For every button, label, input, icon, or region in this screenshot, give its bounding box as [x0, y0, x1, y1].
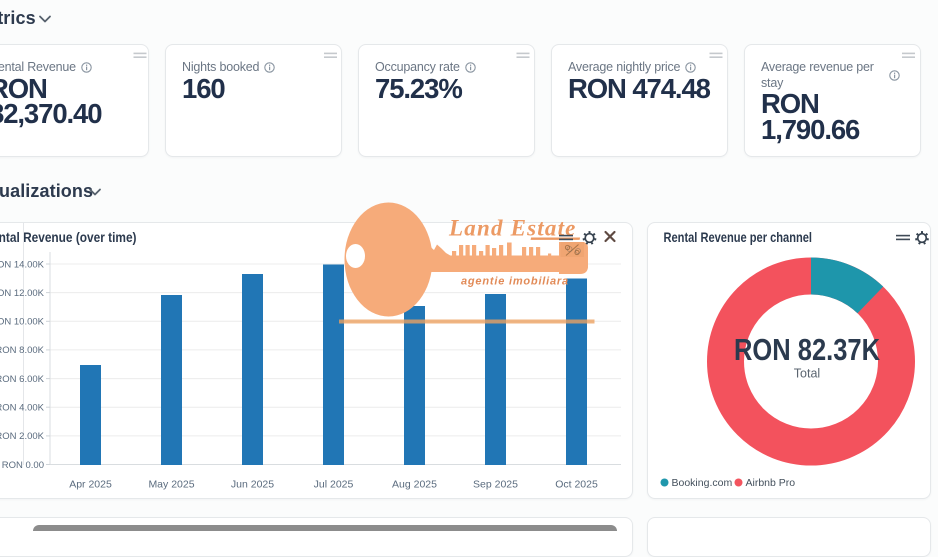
- svg-text:RON 10.00K: RON 10.00K: [0, 317, 45, 328]
- svg-text:Oct 2025: Oct 2025: [555, 479, 598, 491]
- svg-text:Total: Total: [794, 367, 820, 381]
- svg-text:Rental Revenue (over time): Rental Revenue (over time): [0, 229, 137, 245]
- svg-text:agentie imobiliara: agentie imobiliara: [461, 276, 569, 288]
- svg-text:Rental Revenue per channel: Rental Revenue per channel: [664, 229, 813, 245]
- svg-text:Jul 2025: Jul 2025: [314, 479, 354, 491]
- svg-text:RON 12.00K: RON 12.00K: [0, 288, 45, 299]
- svg-text:RON 82.37K: RON 82.37K: [734, 332, 880, 367]
- svg-text:RON 8.00K: RON 8.00K: [0, 345, 45, 356]
- svg-text:Sep 2025: Sep 2025: [473, 479, 518, 491]
- svg-text:RON 14.00K: RON 14.00K: [0, 259, 45, 270]
- svg-text:Land Estate: Land Estate: [448, 216, 577, 241]
- svg-text:Booking.com: Booking.com: [672, 477, 733, 489]
- svg-text:Airbnb Pro: Airbnb Pro: [746, 477, 796, 489]
- svg-text:Aug 2025: Aug 2025: [392, 479, 437, 491]
- svg-text:RON 6.00K: RON 6.00K: [0, 374, 45, 385]
- svg-text:RON 0.00: RON 0.00: [2, 460, 44, 471]
- svg-text:Apr 2025: Apr 2025: [69, 479, 112, 491]
- svg-text:May 2025: May 2025: [148, 479, 194, 491]
- svg-text:RON 4.00K: RON 4.00K: [0, 403, 45, 414]
- svg-text:Jun 2025: Jun 2025: [231, 479, 274, 491]
- svg-text:RON 2.00K: RON 2.00K: [0, 431, 45, 442]
